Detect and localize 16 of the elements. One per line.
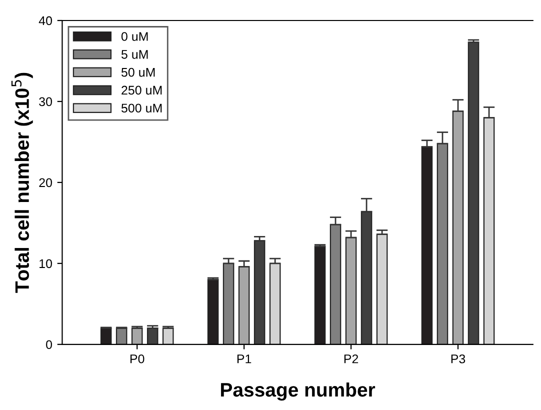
- legend-label: 500 uM: [121, 104, 162, 113]
- legend-label: 50 uM: [121, 68, 155, 77]
- y-axis-title: Total cell number (x10$^{5}$): [11, 72, 33, 293]
- y-tick-label: 0: [46, 340, 52, 350]
- x-tick-label: P1: [237, 354, 252, 364]
- legend-label: 250 uM: [122, 86, 162, 95]
- y-tick-label: 10: [40, 259, 52, 268]
- y-tick-label: 30: [39, 97, 52, 106]
- x-axis-title: Passage number: [221, 382, 376, 401]
- x-tick-label: P0: [130, 354, 144, 364]
- legend-label: 5 uM: [121, 50, 148, 59]
- x-tick-label: P3: [451, 354, 466, 364]
- y-tick-label: 40: [38, 16, 52, 26]
- y-tick-label: 20: [39, 178, 52, 188]
- x-tick-label: P2: [344, 354, 358, 364]
- legend-label: 0 uM: [121, 32, 148, 41]
